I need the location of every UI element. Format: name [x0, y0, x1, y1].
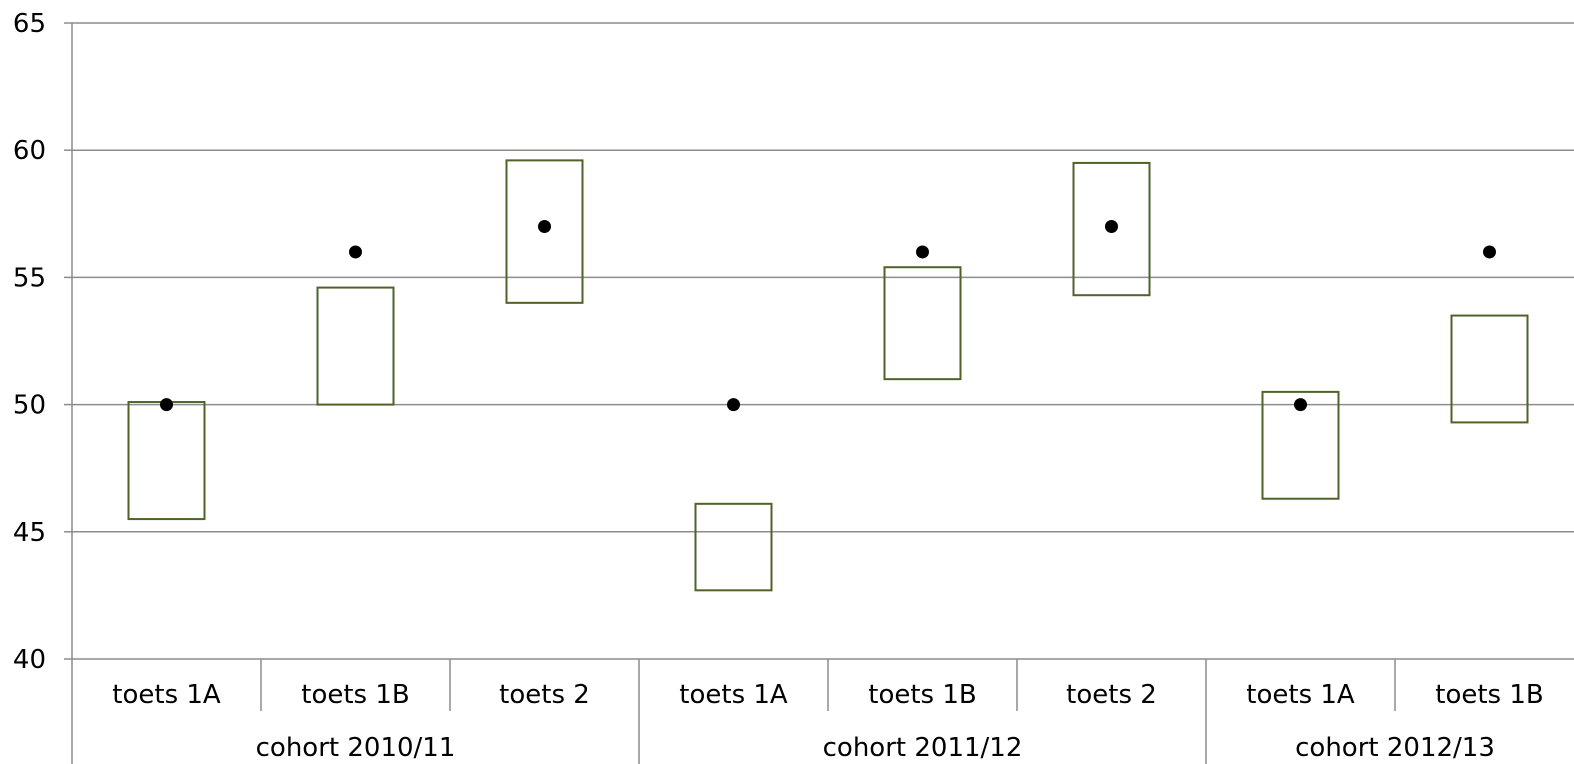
x-category-label: toets 1A [1246, 680, 1355, 710]
y-tick-label: 60 [13, 136, 46, 166]
x-category-label: toets 1A [112, 680, 221, 710]
range-box [1450, 314, 1529, 424]
x-category-label: toets 1A [679, 680, 788, 710]
x-group-label: cohort 2012/13 [1295, 733, 1495, 763]
x-category-label: toets 1B [1435, 680, 1543, 710]
y-axis-tick-labels: 40 45 50 55 60 65 [13, 9, 46, 675]
y-tick-label: 40 [13, 645, 46, 675]
x-group-label: cohort 2010/11 [256, 733, 456, 763]
data-point [1294, 398, 1307, 412]
gridlines [72, 22, 1574, 533]
data-point [1105, 220, 1118, 234]
x-category-label: toets 1B [301, 680, 409, 710]
x-category-label: toets 2 [1066, 680, 1157, 710]
data-point [1483, 245, 1496, 259]
x-category-label: toets 2 [499, 680, 590, 710]
y-tick-label: 55 [13, 263, 46, 293]
range-box [1261, 390, 1340, 500]
x-axis-category-labels: toets 1A toets 1B toets 2 toets 1A toets 1B t… [112, 680, 1543, 710]
data-point [727, 398, 740, 412]
range-box [883, 266, 962, 381]
x-group-label: cohort 2011/12 [823, 733, 1023, 763]
range-box [694, 502, 773, 592]
range-box [316, 286, 395, 406]
axes [64, 22, 1574, 764]
y-tick-label: 50 [13, 391, 46, 421]
data-point [916, 245, 929, 259]
data-point [349, 245, 362, 259]
range-box [127, 401, 206, 521]
range-box [505, 159, 584, 304]
range-box [1072, 161, 1151, 297]
data-point [538, 220, 551, 234]
x-axis-group-labels: cohort 2010/11 cohort 2011/12 cohort 2012/… [256, 733, 1495, 763]
x-category-label: toets 1B [868, 680, 976, 710]
y-tick-label: 45 [13, 518, 46, 548]
y-tick-label: 65 [13, 9, 46, 39]
range-boxes [127, 159, 1529, 592]
data-point [160, 398, 173, 412]
data-points [160, 220, 1496, 412]
